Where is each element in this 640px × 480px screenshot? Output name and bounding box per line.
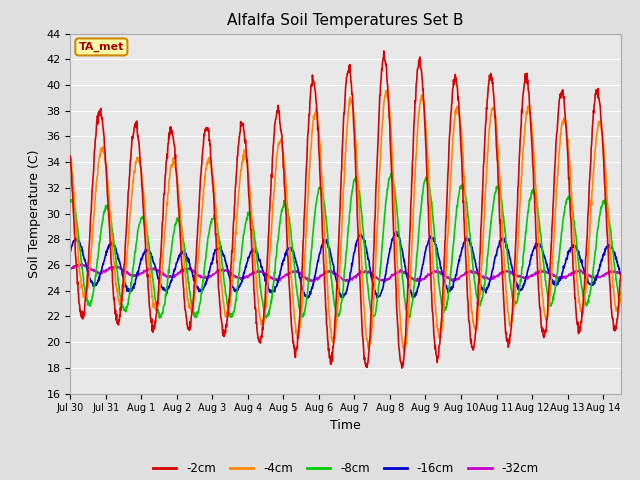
Text: TA_met: TA_met (79, 42, 124, 52)
Title: Alfalfa Soil Temperatures Set B: Alfalfa Soil Temperatures Set B (227, 13, 464, 28)
Y-axis label: Soil Temperature (C): Soil Temperature (C) (28, 149, 41, 278)
Legend: -2cm, -4cm, -8cm, -16cm, -32cm: -2cm, -4cm, -8cm, -16cm, -32cm (148, 457, 543, 480)
X-axis label: Time: Time (330, 419, 361, 432)
